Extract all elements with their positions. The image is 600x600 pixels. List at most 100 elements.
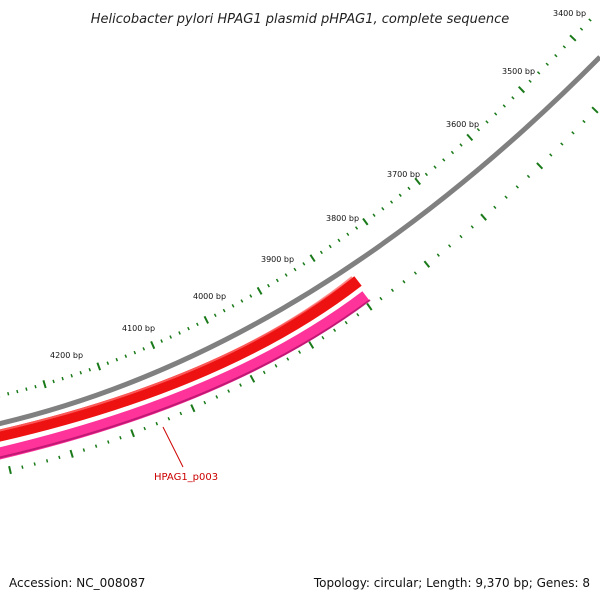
outer-minor-tick	[545, 62, 549, 66]
tick-label-3600: 3600 bp	[446, 120, 479, 129]
inner-minor-tick	[82, 448, 86, 452]
gene-feature-reverse-shadow	[0, 299, 371, 459]
outer-major-tick	[466, 133, 474, 142]
tick-label-3400: 3400 bp	[553, 9, 586, 18]
outer-minor-tick	[372, 213, 376, 217]
outer-minor-tick	[275, 278, 279, 283]
inner-minor-tick	[390, 288, 395, 293]
topology-summary: Topology: circular; Length: 9,370 bp; Ge…	[313, 576, 590, 590]
inner-minor-tick	[286, 357, 290, 361]
outer-minor-tick	[407, 186, 411, 191]
outer-major-tick	[96, 362, 102, 371]
inner-minor-tick	[21, 465, 24, 469]
inner-minor-tick	[107, 440, 110, 444]
inner-minor-tick	[402, 280, 406, 284]
outer-minor-tick	[442, 158, 446, 162]
inner-minor-tick	[45, 459, 49, 463]
inner-minor-tick	[571, 131, 575, 135]
outer-minor-tick	[169, 335, 172, 339]
outer-minor-tick	[554, 53, 558, 58]
inner-minor-tick	[321, 336, 325, 340]
outer-minor-tick	[293, 267, 297, 272]
inner-minor-tick	[526, 174, 531, 179]
inner-minor-tick	[504, 195, 508, 199]
outer-minor-tick	[142, 347, 146, 351]
inner-major-tick	[190, 404, 196, 413]
tick-label-4100: 4100 bp	[122, 324, 155, 333]
inner-minor-tick	[493, 205, 497, 209]
inner-minor-tick	[58, 455, 61, 460]
inner-major-tick	[8, 465, 12, 475]
inner-minor-tick	[459, 234, 463, 239]
outer-tick-ring	[0, 18, 592, 398]
inner-tick-ring	[8, 106, 599, 475]
inner-minor-tick	[448, 244, 452, 248]
outer-minor-tick	[528, 79, 532, 83]
tick-label-3800: 3800 bp	[326, 214, 359, 223]
outer-minor-tick	[106, 361, 110, 365]
inner-minor-tick	[143, 426, 146, 431]
inner-minor-tick	[155, 421, 159, 426]
gene-feature-reverse[interactable]	[0, 291, 370, 460]
outer-major-tick	[42, 380, 47, 389]
outer-major-tick	[150, 340, 156, 350]
outer-minor-tick	[213, 313, 217, 318]
inner-major-tick	[423, 260, 431, 268]
inner-minor-tick	[203, 400, 207, 405]
inner-major-tick	[308, 341, 315, 349]
accession-label: Accession: NC_008087	[9, 576, 146, 590]
gene-feature-forward-highlight	[0, 276, 353, 432]
gene-feature-forward[interactable]	[0, 276, 362, 442]
inner-minor-tick	[262, 370, 266, 375]
inner-minor-tick	[515, 185, 519, 189]
outer-minor-tick	[450, 150, 455, 155]
outer-major-tick	[256, 286, 263, 295]
inner-minor-tick	[379, 296, 383, 301]
inner-minor-tick	[179, 411, 183, 416]
outer-minor-tick	[178, 331, 181, 335]
inner-minor-tick	[167, 416, 171, 421]
outer-minor-tick	[267, 283, 270, 288]
tick-labels: 3400 bp 3500 bp 3600 bp 3700 bp 3800 bp …	[50, 9, 586, 360]
tick-label-3700: 3700 bp	[387, 170, 420, 179]
plasmid-backbone	[0, 55, 600, 427]
outer-major-tick	[309, 254, 316, 263]
outer-minor-tick	[222, 308, 226, 313]
outer-minor-tick	[328, 244, 332, 249]
outer-minor-tick	[52, 379, 55, 384]
outer-major-tick	[203, 315, 209, 324]
outer-minor-tick	[398, 193, 402, 197]
outer-major-tick	[362, 217, 369, 226]
inner-minor-tick	[436, 253, 440, 257]
outer-minor-tick	[115, 357, 119, 362]
outer-minor-tick	[88, 367, 92, 372]
outer-minor-tick	[346, 232, 350, 237]
outer-minor-tick	[390, 200, 394, 204]
inner-minor-tick	[413, 271, 417, 275]
outer-minor-tick	[588, 18, 592, 22]
outer-minor-tick	[485, 120, 489, 124]
outer-minor-tick	[187, 326, 190, 331]
inner-minor-tick	[333, 328, 337, 333]
outer-major-tick	[569, 34, 577, 42]
inner-minor-tick	[298, 350, 302, 354]
outer-minor-tick	[562, 45, 567, 49]
outer-minor-tick	[381, 206, 385, 211]
outer-minor-tick	[433, 165, 437, 169]
outer-minor-tick	[124, 354, 128, 358]
tick-label-3900: 3900 bp	[261, 255, 294, 264]
inner-minor-tick	[344, 320, 348, 325]
tick-label-4000: 4000 bp	[193, 292, 226, 301]
inner-major-tick	[536, 162, 544, 170]
inner-minor-tick	[94, 444, 98, 448]
outer-minor-tick	[249, 294, 253, 298]
outer-minor-tick	[536, 71, 541, 75]
outer-minor-tick	[424, 172, 428, 177]
outer-minor-tick	[240, 299, 244, 303]
inner-minor-tick	[356, 313, 360, 317]
gene-label-hpag1-p003[interactable]: HPAG1_p003	[154, 472, 218, 483]
inner-minor-tick	[215, 395, 219, 399]
inner-minor-tick	[33, 462, 36, 466]
outer-minor-tick	[476, 127, 481, 132]
inner-minor-tick	[549, 153, 553, 157]
